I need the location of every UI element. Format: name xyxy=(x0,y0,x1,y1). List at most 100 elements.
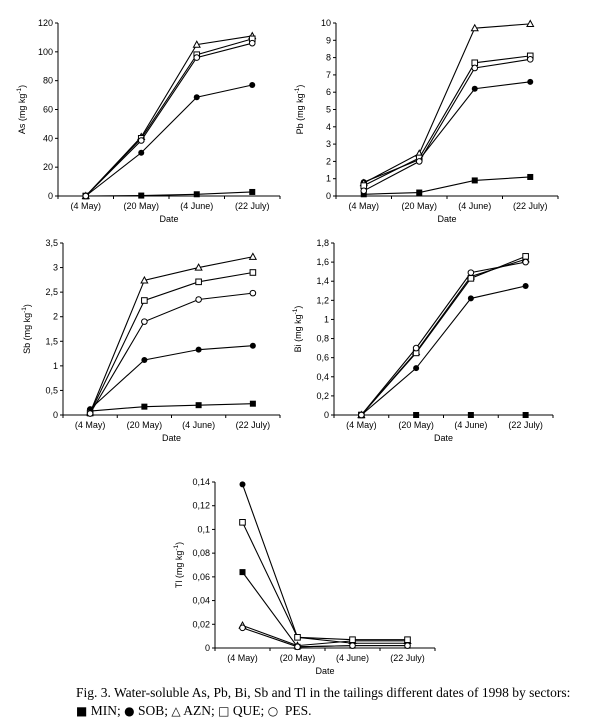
y-tick-label: 1 xyxy=(326,174,331,184)
y-tick-label: 3 xyxy=(326,139,331,149)
legend-pes: ○ PES. xyxy=(267,703,312,718)
series-pes xyxy=(239,624,411,651)
data-point xyxy=(522,283,529,289)
series-line xyxy=(242,624,408,647)
y-tick-label: 20 xyxy=(43,162,53,172)
caption-legend: ■ MIN; ● SOB; △ AZN; □ QUE; ○ PES. xyxy=(76,702,596,720)
data-point xyxy=(415,158,423,165)
data-point xyxy=(193,54,201,61)
data-point xyxy=(141,403,148,410)
series-sob xyxy=(358,283,529,418)
data-point xyxy=(471,177,478,184)
y-tick-label: 0 xyxy=(324,410,329,420)
y-tick-label: 1,2 xyxy=(316,295,329,305)
figure-caption: Fig. 3. Water-soluble As, Pb, Bi, Sb and… xyxy=(76,684,596,720)
data-point xyxy=(86,410,94,417)
series-line xyxy=(360,255,526,416)
series-line xyxy=(360,258,526,416)
data-point xyxy=(249,289,257,297)
chart-bi: 0 0,2 0,4 0,6 0,8 1 1,2 1,4 1,6 1,8 (4 May) (20 May… xyxy=(292,238,554,443)
series-que xyxy=(358,253,529,419)
data-point xyxy=(471,85,478,92)
data-point xyxy=(294,634,301,641)
series-line xyxy=(363,55,531,187)
y-tick-label: 40 xyxy=(43,133,53,143)
y-tick-label: 2 xyxy=(53,312,58,322)
y-tick-label: 120 xyxy=(38,18,53,28)
y-tick-label: 4 xyxy=(326,122,331,132)
series-line xyxy=(89,345,253,410)
y-tick-label: 0,08 xyxy=(192,548,210,558)
y-tick-label: 5 xyxy=(326,105,331,115)
series-line xyxy=(363,23,531,184)
legend-sob: ● SOB; xyxy=(124,703,168,718)
y-tick-label: 60 xyxy=(43,105,53,115)
data-point xyxy=(137,137,145,144)
series-que xyxy=(86,269,257,417)
data-point xyxy=(193,191,200,198)
y-tick-label: 1 xyxy=(324,314,329,324)
data-point xyxy=(239,624,246,632)
series-line xyxy=(85,38,253,197)
data-point xyxy=(526,56,534,63)
y-axis-label: Pb (mg kg-1) xyxy=(294,85,305,135)
data-point xyxy=(249,342,256,349)
y-tick-label: 0,04 xyxy=(192,596,210,606)
x-tick-label: (4 June) xyxy=(182,420,215,430)
series-line xyxy=(242,627,408,648)
data-point xyxy=(140,275,149,284)
data-point xyxy=(195,296,202,303)
open-triangle-icon: △ xyxy=(171,704,181,718)
data-point xyxy=(404,636,411,644)
x-axis-label: Date xyxy=(437,214,456,224)
y-axis-label: Bi (mg kg-1) xyxy=(292,306,303,353)
legend-min: ■ MIN; xyxy=(76,703,121,718)
series-line xyxy=(360,261,526,416)
series-line xyxy=(363,58,531,192)
data-point xyxy=(249,81,256,88)
y-tick-label: 0,06 xyxy=(192,572,210,582)
y-tick-label: 1 xyxy=(53,361,58,371)
data-point xyxy=(141,297,148,304)
series-line xyxy=(85,35,253,197)
y-tick-label: 2 xyxy=(326,156,331,166)
series-que xyxy=(239,519,411,644)
series-pes xyxy=(82,39,256,200)
series-min xyxy=(360,173,534,198)
y-tick-label: 0 xyxy=(48,191,53,201)
y-tick-label: 0,12 xyxy=(192,501,210,511)
chart-sb: 0 0,5 1 1,5 2 2,5 3 3,5 (4 May) (20 May) (4 June) (… xyxy=(21,238,281,443)
x-tick-label: (22 July) xyxy=(236,420,271,430)
series-min xyxy=(239,569,411,650)
data-point xyxy=(141,356,148,363)
y-tick-label: 80 xyxy=(43,76,53,86)
y-tick-label: 100 xyxy=(38,47,53,57)
data-point xyxy=(349,636,356,644)
open-square-icon: □ xyxy=(218,704,230,718)
x-tick-label: (20 May) xyxy=(280,653,316,663)
data-point xyxy=(522,412,529,418)
data-point xyxy=(294,643,301,651)
y-axis-label: Tl (mg kg-1) xyxy=(173,542,184,588)
y-tick-label: 0 xyxy=(53,410,58,420)
data-point xyxy=(413,365,420,372)
y-tick-label: 7 xyxy=(326,70,331,80)
data-point xyxy=(412,344,420,352)
y-tick-label: 0,4 xyxy=(316,372,329,382)
data-point xyxy=(467,412,474,418)
x-tick-label: (4 May) xyxy=(346,420,377,430)
series-line xyxy=(89,256,253,413)
x-tick-label: (4 May) xyxy=(75,420,106,430)
data-point xyxy=(239,569,246,576)
y-tick-label: 0,6 xyxy=(316,353,329,363)
data-point xyxy=(192,40,201,48)
series-pes xyxy=(360,56,534,195)
y-tick-label: 8 xyxy=(326,53,331,63)
data-point xyxy=(416,189,423,196)
data-point xyxy=(193,94,200,101)
x-tick-label: (20 May) xyxy=(123,201,159,211)
data-point xyxy=(413,412,420,418)
series-azn xyxy=(359,19,535,187)
data-point xyxy=(195,278,202,286)
